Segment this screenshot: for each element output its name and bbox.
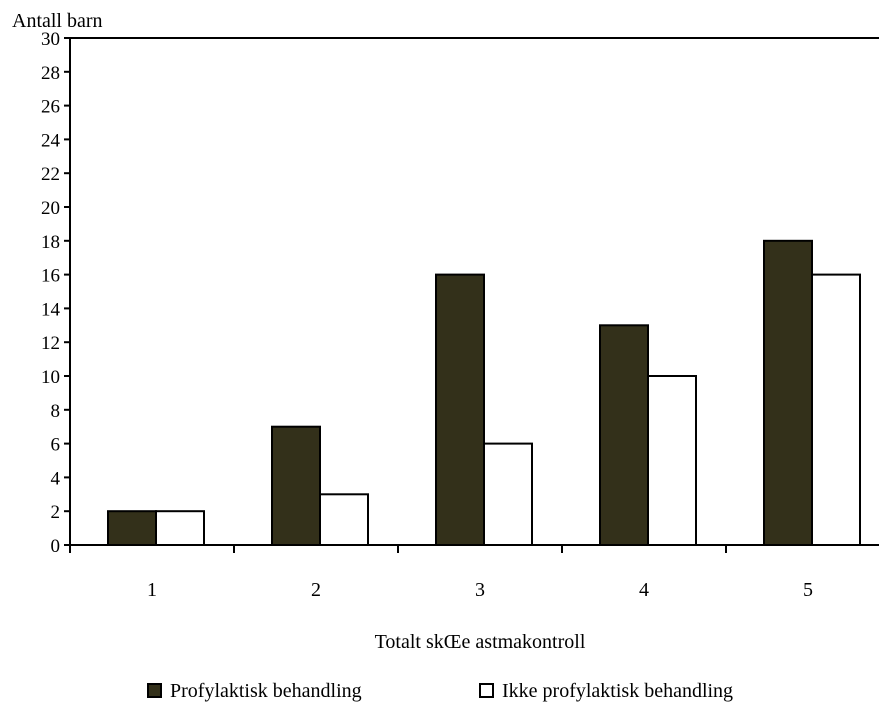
y-tick-label: 8 — [51, 401, 61, 422]
x-ticks-group: 1 2 3 4 5 — [69, 545, 813, 601]
y-axis-title: Antall barn — [12, 10, 103, 32]
y-tick-label: 18 — [41, 232, 60, 253]
legend-label-1: Profylaktisk behandling — [170, 680, 362, 702]
bar-series-2-cat-3 — [483, 442, 533, 547]
bar-series-1-cat-2 — [271, 425, 321, 547]
y-tick-label: 6 — [51, 435, 61, 456]
x-tick-label: 4 — [639, 579, 649, 601]
y-tick-label: 20 — [41, 198, 60, 219]
bar-series-2-cat-1 — [155, 510, 205, 547]
y-tick-label: 16 — [41, 266, 60, 287]
y-tick-label: 14 — [41, 299, 61, 320]
y-tick-label: 10 — [41, 367, 60, 388]
bar-series-2-cat-5 — [811, 273, 861, 546]
x-tick-label: 1 — [147, 579, 157, 601]
x-tick-label: 3 — [475, 579, 485, 601]
bar-series-1-cat-5 — [763, 239, 813, 547]
bar-series-2-cat-2 — [319, 493, 369, 546]
y-tick-label: 28 — [41, 63, 60, 84]
bar-series-1-cat-1 — [107, 510, 157, 547]
legend-swatch-1 — [147, 683, 162, 698]
y-tick-label: 2 — [51, 502, 61, 523]
bar-series-1-cat-4 — [599, 324, 649, 546]
x-axis-title: Totalt skŒe astmakontroll — [375, 631, 586, 653]
y-tick-label: 0 — [51, 536, 61, 557]
legend: Profylaktisk behandling Ikke profylaktisk… — [147, 680, 733, 702]
y-tick-label: 26 — [41, 97, 60, 118]
bars-group — [107, 239, 861, 547]
x-tick-label: 2 — [311, 579, 321, 601]
y-tick-label: 22 — [41, 164, 60, 185]
x-tick-label: 5 — [803, 579, 813, 601]
y-tick-label: 4 — [51, 468, 61, 489]
bar-series-1-cat-3 — [435, 273, 485, 546]
bar-series-2-cat-4 — [647, 375, 697, 546]
y-tick-label: 30 — [41, 29, 60, 50]
y-tick-label: 12 — [41, 333, 60, 354]
legend-swatch-2 — [479, 683, 494, 698]
legend-label-2: Ikke profylaktisk behandling — [502, 680, 733, 702]
y-tick-label: 24 — [41, 130, 61, 151]
